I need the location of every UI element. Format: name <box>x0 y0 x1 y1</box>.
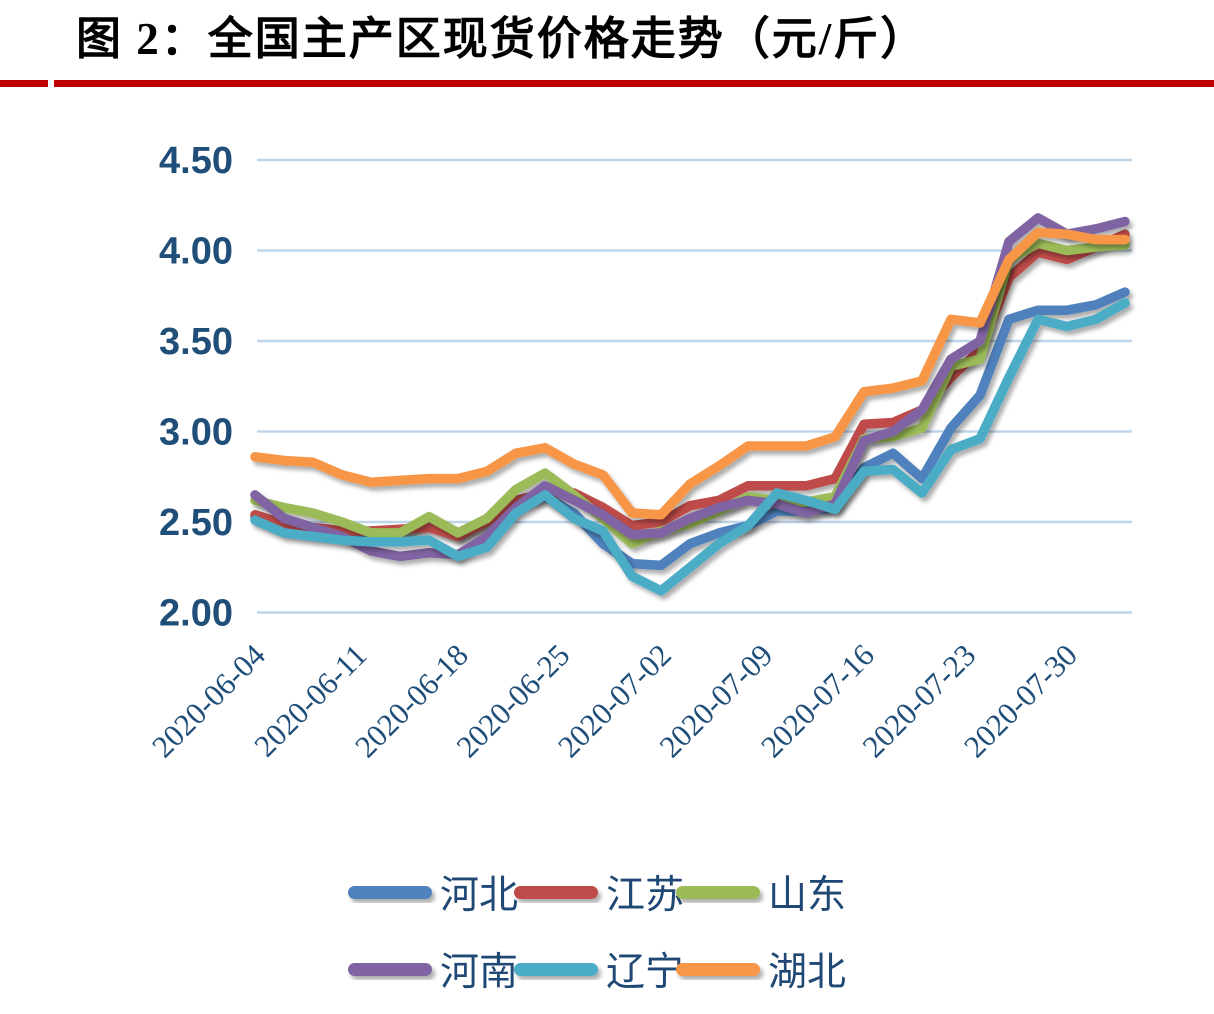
series-line-liaoning <box>250 298 1130 596</box>
y-axis-tick-label: 3.50 <box>159 321 233 363</box>
price-trend-chart: 4.504.003.503.002.502.002020-06-042020-0… <box>145 140 1132 994</box>
legend-item-henan: 河南 <box>348 951 518 994</box>
legend-swatch-hubei <box>676 963 760 976</box>
legend-label-jiangsu: 江苏 <box>606 874 684 917</box>
y-axis-tick-label: 4.50 <box>159 140 233 182</box>
y-axis-tick-label: 2.00 <box>159 593 233 635</box>
legend-swatch-hebei <box>348 886 432 899</box>
legend-swatch-jiangsu <box>514 886 598 899</box>
series-line-shandong <box>250 238 1130 549</box>
legend-label-liaoning: 辽宁 <box>606 951 684 994</box>
legend-label-shandong: 山东 <box>768 874 846 917</box>
y-axis-tick-label: 4.00 <box>159 231 233 273</box>
legend-swatch-shandong <box>676 886 760 899</box>
y-axis-tick-label: 3.00 <box>159 412 233 454</box>
divider-notch <box>48 80 54 87</box>
legend-item-liaoning: 辽宁 <box>514 951 684 994</box>
legend-swatch-henan <box>348 963 432 976</box>
y-axis-tick-label: 2.50 <box>159 502 233 544</box>
legend-swatch-liaoning <box>514 963 598 976</box>
series-line-henan <box>250 213 1130 562</box>
legend-label-henan: 河南 <box>440 951 518 994</box>
figure-title: 图 2：全国主产区现货价格走势（元/斤） <box>76 14 928 64</box>
series-line-hubei <box>250 227 1130 520</box>
legend-label-hubei: 湖北 <box>768 951 846 994</box>
legend-item-hubei: 湖北 <box>676 951 846 994</box>
legend-item-jiangsu: 江苏 <box>514 874 684 917</box>
legend-label-hebei: 河北 <box>440 874 518 917</box>
red-divider <box>0 80 1214 87</box>
legend-item-shandong: 山东 <box>676 874 846 917</box>
legend-item-hebei: 河北 <box>348 874 518 917</box>
